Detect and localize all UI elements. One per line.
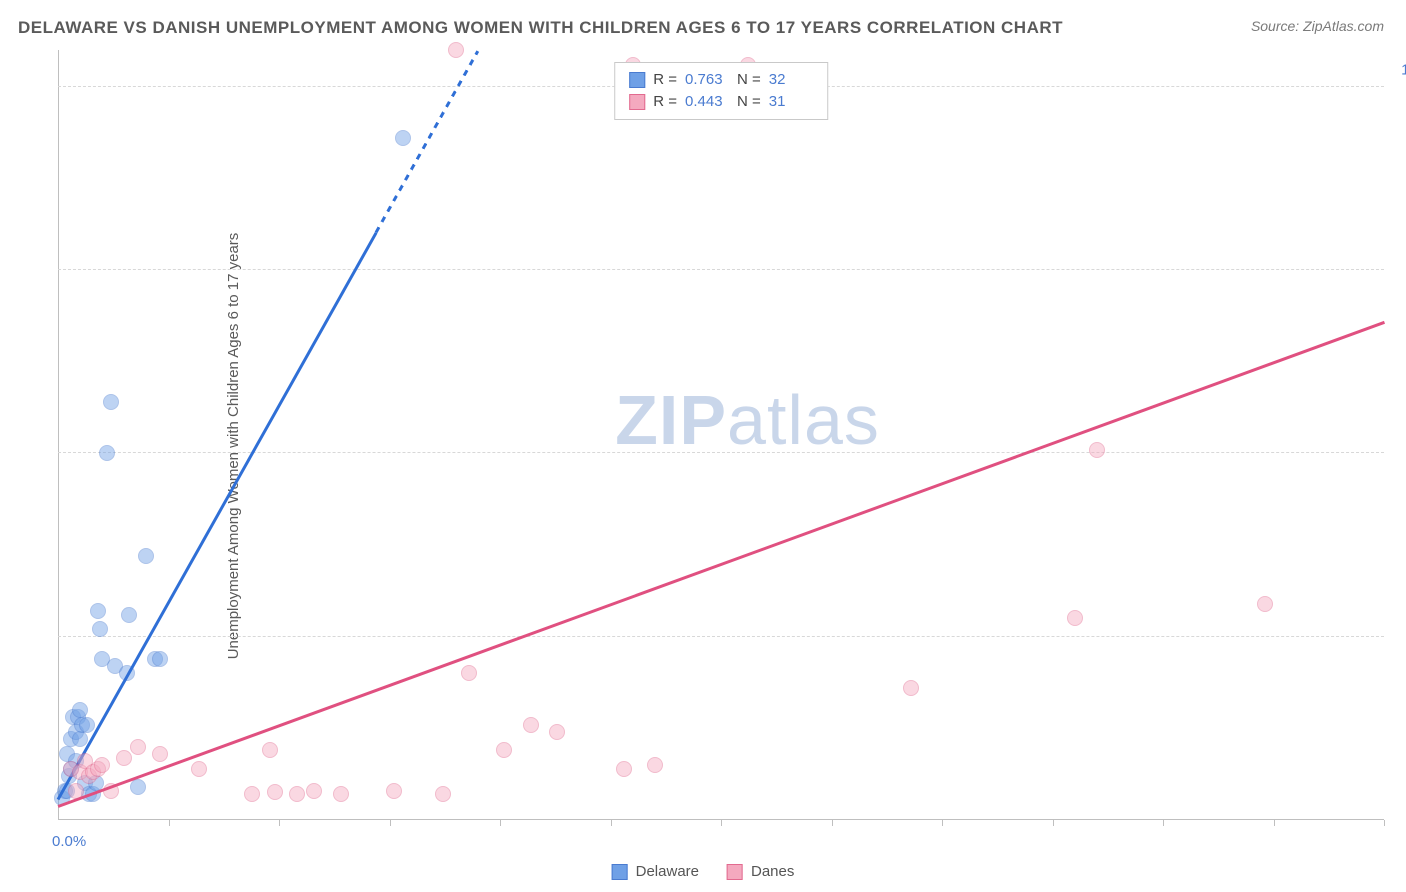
n-value: 31	[769, 91, 813, 113]
gridline-h	[58, 636, 1384, 637]
source-label: Source: ZipAtlas.com	[1251, 18, 1384, 34]
y-tick-label: 100.0%	[1401, 61, 1406, 78]
data-point	[92, 621, 108, 637]
series-swatch	[629, 94, 645, 110]
r-value: 0.443	[685, 91, 729, 113]
data-point	[116, 750, 132, 766]
legend-label: Delaware	[636, 863, 699, 880]
r-value: 0.763	[685, 69, 729, 91]
data-point	[289, 786, 305, 802]
series-swatch	[727, 864, 743, 880]
data-point	[103, 394, 119, 410]
x-tick	[500, 820, 501, 826]
legend-label: Danes	[751, 863, 794, 880]
chart-area: ZIPatlas 25.0%50.0%75.0%100.0% R =0.763N…	[58, 50, 1384, 820]
x-tick	[169, 820, 170, 826]
series-legend: Delaware Danes	[612, 863, 795, 880]
data-point	[306, 783, 322, 799]
data-point	[496, 742, 512, 758]
y-axis-line	[58, 50, 59, 820]
x-tick	[942, 820, 943, 826]
data-point	[130, 739, 146, 755]
data-point	[386, 783, 402, 799]
data-point	[262, 742, 278, 758]
data-point	[1257, 596, 1273, 612]
data-point	[72, 702, 88, 718]
trend-line	[58, 321, 1385, 807]
x-tick	[611, 820, 612, 826]
data-point	[152, 651, 168, 667]
data-point	[130, 779, 146, 795]
series-swatch	[612, 864, 628, 880]
data-point	[1089, 442, 1105, 458]
data-point	[549, 724, 565, 740]
data-point	[448, 42, 464, 58]
data-point	[152, 746, 168, 762]
data-point	[267, 784, 283, 800]
stats-row: R = 0.763 N = 32	[629, 69, 813, 91]
r-label: R =	[653, 91, 677, 113]
data-point	[138, 548, 154, 564]
x-tick	[832, 820, 833, 826]
trend-line	[375, 51, 479, 234]
chart-title: DELAWARE VS DANISH UNEMPLOYMENT AMONG WO…	[18, 18, 1063, 38]
plot-surface: 25.0%50.0%75.0%100.0%	[58, 50, 1384, 820]
n-label: N =	[737, 69, 761, 91]
x-tick	[721, 820, 722, 826]
gridline-h	[58, 269, 1384, 270]
data-point	[903, 680, 919, 696]
data-point	[333, 786, 349, 802]
trend-line	[57, 232, 378, 800]
n-value: 32	[769, 69, 813, 91]
data-point	[79, 717, 95, 733]
x-origin-label: 0.0%	[52, 833, 86, 850]
data-point	[523, 717, 539, 733]
data-point	[435, 786, 451, 802]
data-point	[461, 665, 477, 681]
legend-item: Delaware	[612, 863, 699, 880]
data-point	[616, 761, 632, 777]
x-tick	[279, 820, 280, 826]
data-point	[191, 761, 207, 777]
data-point	[647, 757, 663, 773]
r-label: R =	[653, 69, 677, 91]
data-point	[90, 603, 106, 619]
stats-legend: R = 0.763 N = 32 R = 0.443 N = 31	[614, 62, 828, 120]
x-tick	[1163, 820, 1164, 826]
data-point	[1067, 610, 1083, 626]
n-label: N =	[737, 91, 761, 113]
data-point	[121, 607, 137, 623]
legend-item: Danes	[727, 863, 794, 880]
series-swatch	[629, 72, 645, 88]
data-point	[244, 786, 260, 802]
data-point	[395, 130, 411, 146]
data-point	[99, 445, 115, 461]
gridline-h	[58, 452, 1384, 453]
stats-row: R = 0.443 N = 31	[629, 91, 813, 113]
x-tick	[1384, 820, 1385, 826]
x-tick	[1053, 820, 1054, 826]
x-tick	[1274, 820, 1275, 826]
x-tick	[390, 820, 391, 826]
data-point	[94, 757, 110, 773]
